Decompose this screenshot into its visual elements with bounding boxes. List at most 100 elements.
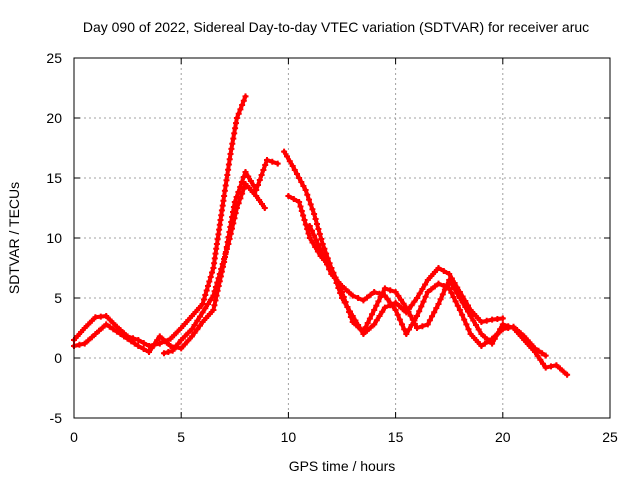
data-point (165, 349, 172, 355)
data-point (414, 325, 420, 331)
y-tick-label: -5 (50, 410, 63, 426)
data-point (462, 304, 469, 310)
data-point (264, 157, 270, 163)
data-point (192, 309, 199, 315)
data-point (106, 316, 113, 323)
data-point (140, 346, 147, 352)
data-point (110, 326, 117, 333)
data-point (367, 291, 374, 298)
data-point (347, 314, 354, 320)
x-axis-label: GPS time / hours (289, 458, 396, 474)
data-point (557, 365, 563, 372)
data-point (419, 286, 426, 292)
data-point (535, 347, 542, 354)
data-point (340, 294, 347, 300)
data-point (226, 156, 233, 163)
data-point (188, 313, 195, 319)
data-point (167, 343, 174, 349)
data-point (296, 199, 303, 205)
data-point (298, 179, 305, 185)
data-point (321, 245, 328, 252)
data-point (226, 235, 233, 242)
data-point (394, 311, 401, 318)
data-point (418, 303, 425, 310)
data-point (424, 289, 431, 295)
data-point (406, 326, 412, 333)
data-point (311, 232, 318, 239)
data-point (210, 292, 217, 299)
data-point (489, 316, 496, 323)
data-point (478, 331, 485, 337)
data-point (297, 203, 304, 210)
data-point (163, 339, 170, 346)
data-point (440, 268, 447, 274)
data-point (371, 321, 378, 328)
data-point (156, 333, 163, 340)
data-point (384, 296, 391, 303)
data-point (191, 329, 198, 336)
axis-ticks (73, 57, 611, 419)
data-point (459, 299, 466, 306)
data-point (203, 315, 210, 321)
x-tick-label: 20 (495, 429, 511, 445)
data-point (364, 294, 370, 301)
data-point (496, 329, 503, 336)
y-tick-labels: -5 0 5 10 15 20 25 (46, 50, 62, 426)
data-point (185, 329, 192, 336)
data-point (199, 319, 206, 325)
data-point (302, 187, 309, 193)
data-point (360, 297, 367, 304)
data-point (298, 208, 305, 214)
data-point (230, 135, 237, 142)
data-point (431, 309, 438, 316)
data-point (505, 325, 512, 331)
data-point (167, 335, 174, 342)
data-point (428, 286, 435, 293)
data-point (237, 184, 244, 190)
data-point (312, 216, 319, 222)
data-point (221, 193, 228, 199)
data-point (221, 256, 228, 262)
data-point (151, 341, 158, 348)
data-point (259, 201, 265, 207)
data-point (470, 317, 477, 324)
data-point (92, 331, 99, 337)
data-point (311, 211, 318, 217)
data-point (258, 172, 265, 178)
data-point (414, 295, 420, 301)
data-point (405, 308, 412, 315)
data-point (227, 230, 234, 237)
data-point (225, 241, 232, 247)
data-point (349, 319, 356, 325)
data-point (185, 337, 192, 344)
data-point (215, 275, 222, 282)
data-point (113, 328, 120, 335)
data-point (542, 352, 549, 359)
data-point (110, 320, 117, 327)
data-point (253, 193, 260, 199)
data-point (456, 295, 463, 301)
data-point (424, 277, 431, 283)
data-point (171, 332, 178, 339)
data-point (416, 290, 423, 297)
y-tick-label: 5 (54, 290, 62, 306)
data-point (296, 175, 303, 181)
data-point (431, 269, 438, 275)
data-point (360, 328, 367, 335)
data-point (564, 371, 571, 378)
data-point (387, 287, 394, 294)
data-point (174, 328, 181, 335)
data-point (85, 337, 92, 344)
data-point (304, 191, 311, 198)
data-point (206, 311, 213, 317)
data-point (228, 145, 235, 152)
data-point (281, 148, 288, 155)
data-point (446, 277, 453, 283)
data-point (121, 333, 127, 340)
data-point (553, 362, 560, 369)
data-point (206, 278, 213, 285)
data-point (317, 247, 324, 253)
data-point (169, 347, 176, 354)
data-point (315, 242, 322, 249)
data-point (319, 251, 326, 258)
